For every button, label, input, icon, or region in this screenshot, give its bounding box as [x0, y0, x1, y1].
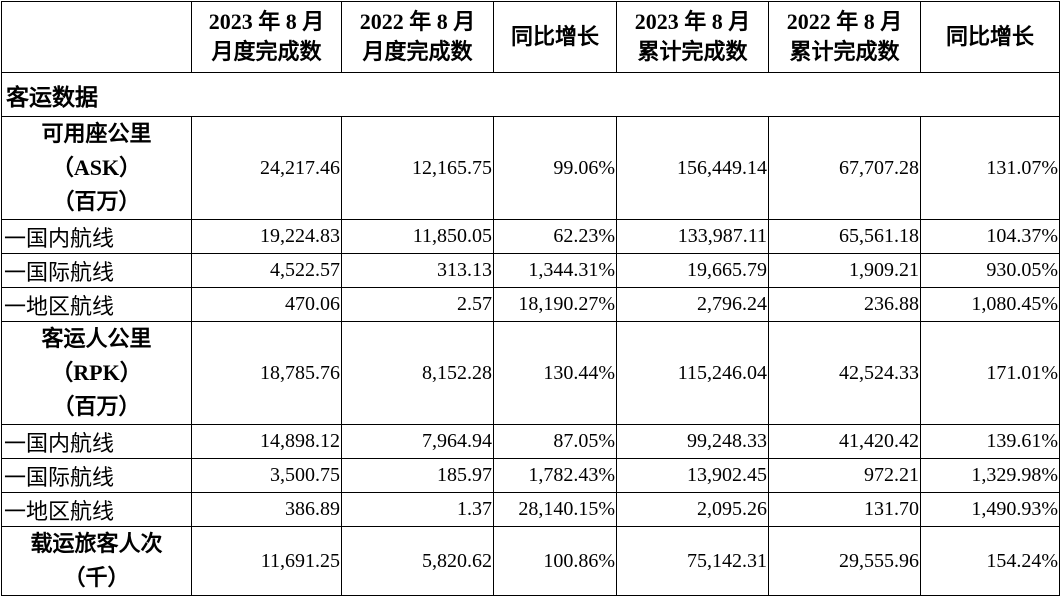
- row-label: 客运人公里 （RPK） （百万）: [1, 321, 192, 425]
- table-cell: 930.05%: [920, 253, 1060, 288]
- table-row: 一地区航线 386.89 1.37 28,140.15% 2,095.26 131.70 1…: [1, 492, 1060, 527]
- header-monthly-yoy: 同比增长: [493, 1, 617, 73]
- table-cell: 2,095.26: [616, 492, 769, 527]
- table-cell: 115,246.04: [616, 321, 769, 425]
- table-cell: 1,329.98%: [920, 458, 1060, 493]
- table-cell: 130.44%: [493, 321, 617, 425]
- table-cell: 65,561.18: [768, 219, 921, 254]
- table-cell: 24,217.46: [191, 116, 342, 220]
- table-cell: 14,898.12: [191, 424, 342, 459]
- table-row: 载运旅客人次 （千） 11,691.25 5,820.62 100.86% 75,142.…: [1, 526, 1060, 596]
- table-cell: 386.89: [191, 492, 342, 527]
- table-cell: 87.05%: [493, 424, 617, 459]
- table-cell: 1,782.43%: [493, 458, 617, 493]
- table-cell: 11,691.25: [191, 526, 342, 596]
- row-label: 一国内航线: [1, 219, 192, 254]
- table-cell: 1,344.31%: [493, 253, 617, 288]
- table-cell: 41,420.42: [768, 424, 921, 459]
- table-cell: 67,707.28: [768, 116, 921, 220]
- table-cell: 1.37: [341, 492, 494, 527]
- row-label: 一国际航线: [1, 458, 192, 493]
- table-cell: 29,555.96: [768, 526, 921, 596]
- table-cell: 972.21: [768, 458, 921, 493]
- header-2023-monthly: 2023 年 8 月 月度完成数: [191, 1, 342, 73]
- table-cell: 5,820.62: [341, 526, 494, 596]
- row-label: 一地区航线: [1, 492, 192, 527]
- table-cell: 7,964.94: [341, 424, 494, 459]
- table-cell: 1,909.21: [768, 253, 921, 288]
- table-cell: 1,490.93%: [920, 492, 1060, 527]
- table-cell: 104.37%: [920, 219, 1060, 254]
- table-cell: 133,987.11: [616, 219, 769, 254]
- table-cell: 139.61%: [920, 424, 1060, 459]
- table-cell: 1,080.45%: [920, 287, 1060, 322]
- table-cell: 18,190.27%: [493, 287, 617, 322]
- header-corner: [1, 1, 192, 73]
- header-2022-cumulative: 2022 年 8 月 累计完成数: [768, 1, 921, 73]
- table-cell: 185.97: [341, 458, 494, 493]
- table-cell: 12,165.75: [341, 116, 494, 220]
- table-cell: 19,665.79: [616, 253, 769, 288]
- table-cell: 313.13: [341, 253, 494, 288]
- table-cell: 18,785.76: [191, 321, 342, 425]
- row-label: 可用座公里 （ASK） （百万）: [1, 116, 192, 220]
- header-2022-monthly: 2022 年 8 月 月度完成数: [341, 1, 494, 73]
- table-cell: 4,522.57: [191, 253, 342, 288]
- table-cell: 99,248.33: [616, 424, 769, 459]
- table-row: 客运人公里 （RPK） （百万） 18,785.76 8,152.28 130.44% 11…: [1, 321, 1060, 425]
- header-row: 2023 年 8 月 月度完成数 2022 年 8 月 月度完成数 同比增长 2…: [1, 1, 1060, 73]
- table-row: 可用座公里 （ASK） （百万） 24,217.46 12,165.75 99.06% 15…: [1, 116, 1060, 220]
- table-cell: 236.88: [768, 287, 921, 322]
- table-cell: 156,449.14: [616, 116, 769, 220]
- section-row: 客运数据: [1, 72, 1060, 117]
- table-row: 一地区航线 470.06 2.57 18,190.27% 2,796.24 236.88 1…: [1, 287, 1060, 322]
- row-label: 载运旅客人次 （千）: [1, 526, 192, 596]
- row-label: 一地区航线: [1, 287, 192, 322]
- table-cell: 8,152.28: [341, 321, 494, 425]
- table-cell: 3,500.75: [191, 458, 342, 493]
- table-cell: 42,524.33: [768, 321, 921, 425]
- table-cell: 131.70: [768, 492, 921, 527]
- table-cell: 2,796.24: [616, 287, 769, 322]
- table-cell: 131.07%: [920, 116, 1060, 220]
- table-cell: 100.86%: [493, 526, 617, 596]
- table-cell: 171.01%: [920, 321, 1060, 425]
- row-label: 一国际航线: [1, 253, 192, 288]
- table-cell: 13,902.45: [616, 458, 769, 493]
- table-cell: 62.23%: [493, 219, 617, 254]
- table-cell: 75,142.31: [616, 526, 769, 596]
- table-row: 一国际航线 4,522.57 313.13 1,344.31% 19,665.79 1,9…: [1, 253, 1060, 288]
- table-cell: 2.57: [341, 287, 494, 322]
- table-cell: 19,224.83: [191, 219, 342, 254]
- table-row: 一国内航线 19,224.83 11,850.05 62.23% 133,987.11 6…: [1, 219, 1060, 254]
- header-cumulative-yoy: 同比增长: [920, 1, 1060, 73]
- table-cell: 99.06%: [493, 116, 617, 220]
- section-title: 客运数据: [1, 72, 1060, 117]
- table-row: 一国际航线 3,500.75 185.97 1,782.43% 13,902.45 972…: [1, 458, 1060, 493]
- table-row: 一国内航线 14,898.12 7,964.94 87.05% 99,248.33 41,…: [1, 424, 1060, 459]
- header-2023-cumulative: 2023 年 8 月 累计完成数: [616, 1, 769, 73]
- passenger-data-table: 2023 年 8 月 月度完成数 2022 年 8 月 月度完成数 同比增长 2…: [1, 1, 1060, 596]
- row-label: 一国内航线: [1, 424, 192, 459]
- table-cell: 154.24%: [920, 526, 1060, 596]
- table-cell: 28,140.15%: [493, 492, 617, 527]
- table-cell: 11,850.05: [341, 219, 494, 254]
- table-cell: 470.06: [191, 287, 342, 322]
